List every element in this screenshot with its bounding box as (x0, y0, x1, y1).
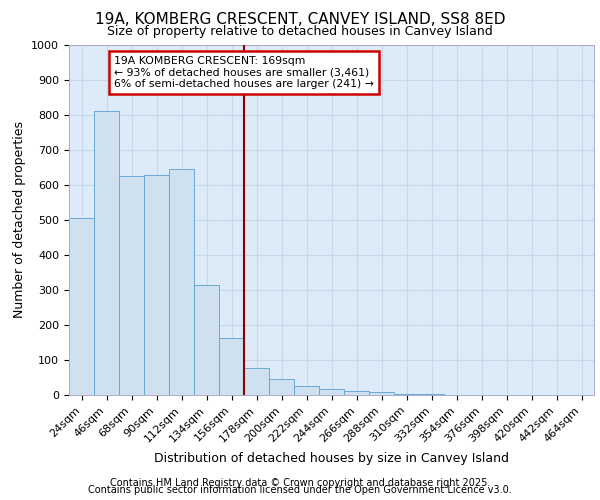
Bar (394, 394, 419, 395)
Bar (194, 285, 219, 395)
Bar (269, 379, 294, 395)
Y-axis label: Number of detached properties: Number of detached properties (13, 122, 26, 318)
Bar (69, 218, 94, 395)
Text: Size of property relative to detached houses in Canvey Island: Size of property relative to detached ho… (107, 25, 493, 38)
Text: 19A KOMBERG CRESCENT: 169sqm
← 93% of detached houses are smaller (3,461)
6% of : 19A KOMBERG CRESCENT: 169sqm ← 93% of de… (114, 56, 374, 88)
Bar (344, 391, 369, 395)
Bar (244, 368, 269, 395)
X-axis label: Distribution of detached houses by size in Canvey Island: Distribution of detached houses by size … (154, 452, 509, 465)
Text: Contains HM Land Registry data © Crown copyright and database right 2025.: Contains HM Land Registry data © Crown c… (110, 478, 490, 488)
Bar (169, 169, 194, 395)
Bar (294, 386, 319, 395)
Bar (219, 338, 244, 395)
Text: Contains public sector information licensed under the Open Government Licence v3: Contains public sector information licen… (88, 485, 512, 495)
Bar (369, 392, 394, 395)
Bar (119, 176, 144, 395)
Bar (94, 111, 119, 395)
Bar (419, 394, 444, 395)
Text: 19A, KOMBERG CRESCENT, CANVEY ISLAND, SS8 8ED: 19A, KOMBERG CRESCENT, CANVEY ISLAND, SS… (95, 12, 505, 28)
Bar (144, 174, 169, 395)
Bar (319, 388, 344, 395)
